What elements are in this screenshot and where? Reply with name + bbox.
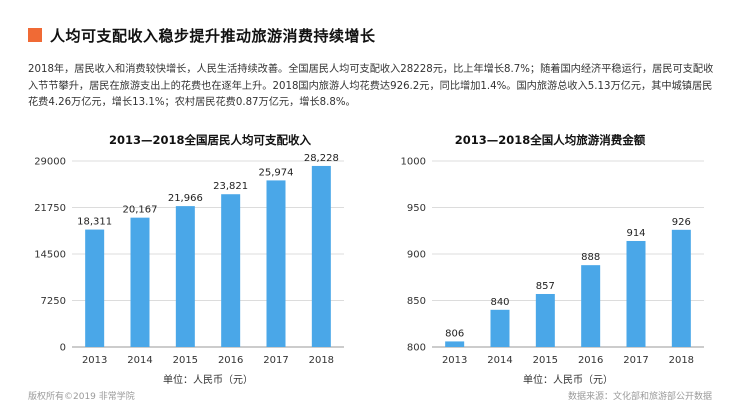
x-tick-label: 2015 xyxy=(533,355,558,366)
y-tick-label: 29000 xyxy=(34,157,66,168)
x-tick-label: 2013 xyxy=(442,355,467,366)
page-header: 人均可支配收入稳步提升推动旅游消费持续增长 xyxy=(28,24,376,46)
bar xyxy=(85,229,105,347)
bar xyxy=(445,341,465,347)
x-tick-label: 2016 xyxy=(218,355,243,366)
x-tick-label: 2017 xyxy=(263,355,288,366)
bar-value-label: 806 xyxy=(445,328,464,339)
x-tick-label: 2014 xyxy=(127,355,152,366)
x-tick-label: 2013 xyxy=(82,355,107,366)
x-tick-label: 2015 xyxy=(173,355,198,366)
bar xyxy=(490,309,510,347)
bar-value-label: 840 xyxy=(490,297,509,308)
chart-income: 0 7250 14500 21750 29000 18,311 2013 20,167 2014… xyxy=(34,153,344,386)
chart-title-tourism: 2013—2018全国人均旅游消费金额 xyxy=(454,133,646,147)
y-tick-label: 800 xyxy=(407,343,426,354)
y-tick-label: 7250 xyxy=(41,296,66,307)
bar-value-label: 857 xyxy=(536,281,555,292)
bar-value-label: 28,228 xyxy=(304,153,339,164)
y-tick-label: 14500 xyxy=(34,250,66,261)
bar xyxy=(581,265,601,347)
bar xyxy=(130,217,150,347)
bar xyxy=(626,240,646,347)
y-tick-label: 950 xyxy=(407,203,426,214)
bar xyxy=(671,229,691,347)
bar xyxy=(266,180,286,347)
x-tick-label: 2018 xyxy=(669,355,694,366)
x-tick-label: 2014 xyxy=(487,355,512,366)
bar-value-label: 25,974 xyxy=(259,167,294,178)
bar xyxy=(221,194,241,347)
bar-value-label: 23,821 xyxy=(213,181,248,192)
x-tick-label: 2018 xyxy=(309,355,334,366)
bar-value-label: 926 xyxy=(672,217,691,228)
y-tick-label: 900 xyxy=(407,250,426,261)
bar xyxy=(535,293,555,347)
bar xyxy=(311,165,331,347)
summary-paragraph: 2018年，居民收入和消费较快增长，人民生活持续改善。全国居民人均可支配收入28… xyxy=(28,64,714,108)
bar xyxy=(175,206,195,347)
title-accent-square xyxy=(28,28,42,42)
bar-value-label: 18,311 xyxy=(77,217,112,228)
y-tick-label: 1000 xyxy=(401,157,426,168)
bar-value-label: 888 xyxy=(581,252,600,263)
x-axis-label: 单位：人民币（元） xyxy=(163,373,253,386)
chart-title-income: 2013—2018全国居民人均可支配收入 xyxy=(108,133,311,147)
x-axis-label: 单位：人民币（元） xyxy=(523,373,613,386)
y-tick-label: 0 xyxy=(60,343,66,354)
y-tick-label: 850 xyxy=(407,296,426,307)
footer-copyright: 版权所有©2019 非常学院 xyxy=(28,392,135,402)
bar-value-label: 21,966 xyxy=(168,193,203,204)
y-tick-label: 21750 xyxy=(34,203,66,214)
chart-tourism: 800 850 900 950 1000 806 2013 840 2014 857 2015 888… xyxy=(401,157,704,386)
x-tick-label: 2016 xyxy=(578,355,603,366)
bar-value-label: 20,167 xyxy=(123,205,158,216)
page-title: 人均可支配收入稳步提升推动旅游消费持续增长 xyxy=(50,26,376,45)
x-tick-label: 2017 xyxy=(623,355,648,366)
footer-source: 数据来源：文化部和旅游部公开数据 xyxy=(567,392,712,402)
bar-value-label: 914 xyxy=(626,228,645,239)
